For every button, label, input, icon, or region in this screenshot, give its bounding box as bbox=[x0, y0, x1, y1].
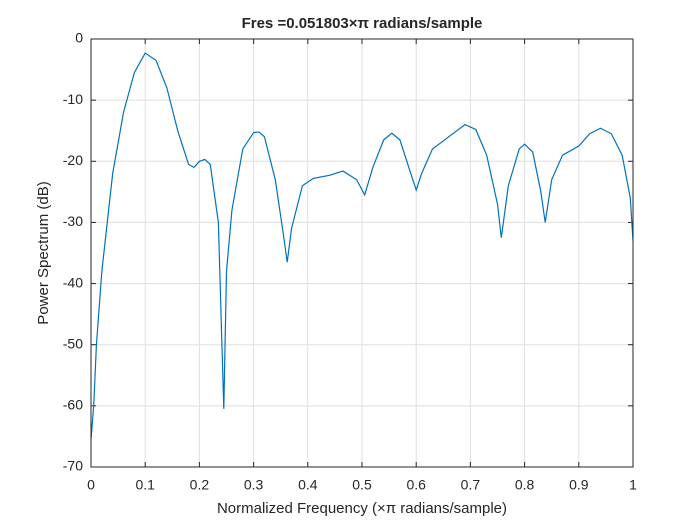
y-tick-label: 0 bbox=[75, 30, 83, 46]
axes-box bbox=[90, 38, 634, 468]
y-tick-label: -20 bbox=[63, 152, 83, 168]
y-tick-label: -30 bbox=[63, 213, 83, 229]
x-tick-label: 0.2 bbox=[190, 477, 210, 493]
x-tick-label: 1 bbox=[629, 477, 637, 493]
y-tick-label: -70 bbox=[63, 458, 83, 474]
y-tick-label: -60 bbox=[63, 397, 83, 413]
x-tick-label: 0.6 bbox=[406, 477, 426, 493]
data-line bbox=[90, 52, 634, 440]
x-tick-label: 0.7 bbox=[461, 477, 481, 493]
y-tick-label: -10 bbox=[63, 91, 83, 107]
x-tick-label: 0.5 bbox=[352, 477, 372, 493]
x-tick-label: 0.8 bbox=[515, 477, 535, 493]
y-tick-label: -50 bbox=[63, 335, 83, 351]
chart-title: Fres =0.051803×π radians/sample bbox=[242, 15, 483, 32]
x-axis-label: Normalized Frequency (×π radians/sample) bbox=[217, 500, 507, 517]
y-tick-label: -40 bbox=[63, 274, 83, 290]
x-tick-label: 0.4 bbox=[298, 477, 318, 493]
x-tick-label: 0 bbox=[87, 477, 95, 493]
x-tick-label: 0.9 bbox=[569, 477, 589, 493]
y-axis-label: Power Spectrum (dB) bbox=[35, 181, 52, 324]
x-tick-label: 0.1 bbox=[135, 477, 155, 493]
plot-area: 0 0.1 0.2 0.3 0.4 0.5 0.6 0.7 0.8 0.9 1 -70 -60 -50 -4… bbox=[63, 30, 637, 493]
x-tick-label: 0.3 bbox=[244, 477, 264, 493]
